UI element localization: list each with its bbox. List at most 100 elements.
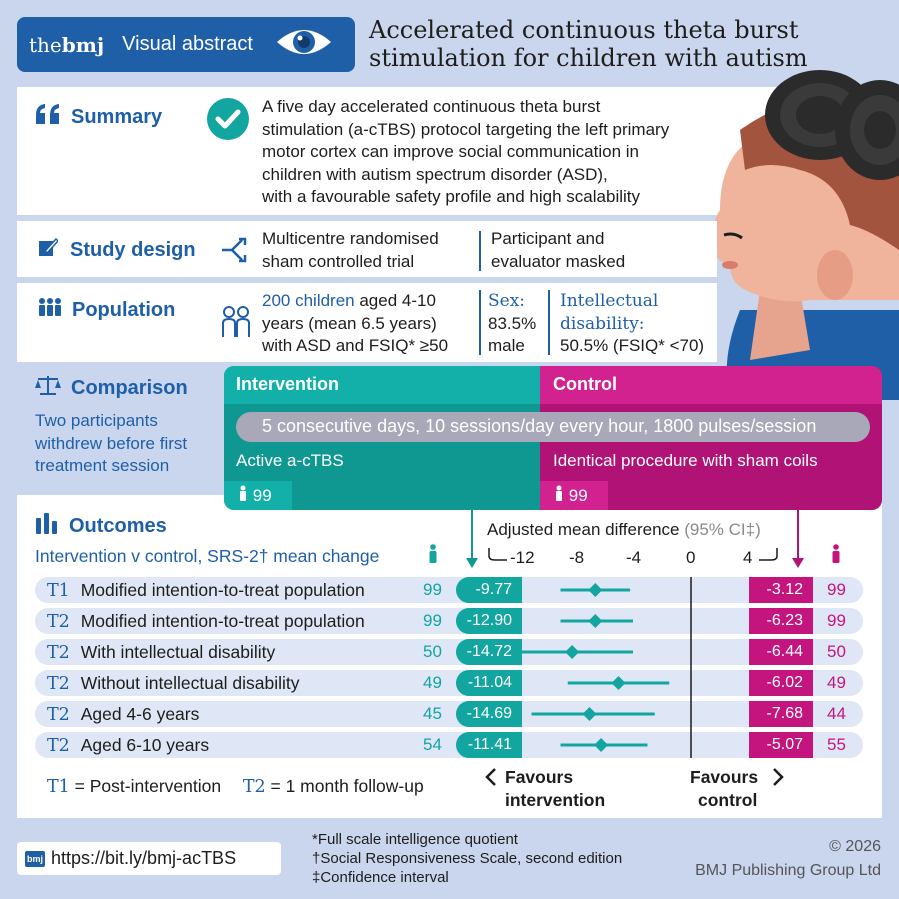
axis-bracket-left	[487, 548, 509, 567]
chevron-left-icon	[484, 767, 498, 792]
study-design-masking: Participant and evaluator masked	[491, 229, 626, 271]
control-value: -7.68	[749, 701, 813, 727]
outcomes-subheading: Intervention v control, SRS-2† mean chan…	[35, 546, 380, 566]
control-n: 55	[827, 735, 846, 754]
bmj-badge: bmj	[25, 850, 46, 867]
protocol-text: 5 consecutive days, 10 sessions/day ever…	[262, 416, 817, 436]
favours-intervention: Favours intervention	[505, 767, 606, 810]
footnotes: *Full scale intelligence quotient †Socia…	[312, 831, 623, 886]
population-intellectual-disability: Intellectual disability: 50.5% (FSIQ* <7…	[560, 291, 705, 355]
divider	[548, 290, 550, 355]
child-illustration	[690, 60, 899, 405]
control-value: -6.23	[749, 608, 813, 634]
axis-tick-label: 0	[686, 548, 696, 567]
person-icon	[428, 544, 438, 569]
control-value: -3.12	[749, 577, 813, 603]
control-n: 50	[827, 642, 846, 661]
control-n: 99	[827, 580, 846, 599]
bar-chart-icon	[35, 512, 59, 540]
point-estimate	[588, 614, 603, 628]
intervention-n: 54	[423, 735, 442, 754]
intervention-header	[224, 366, 540, 404]
outcome-row	[35, 577, 863, 603]
study-design-heading: Study design	[38, 237, 196, 263]
population-panel	[17, 283, 717, 362]
population-text: 200 children aged 4-10 years (mean 6.5 y…	[262, 291, 449, 355]
arrow-down-icon	[790, 510, 806, 575]
control-n: 49	[827, 673, 846, 692]
quote-icon	[35, 103, 61, 131]
control-value: -6.44	[749, 639, 813, 665]
protocol-pill	[236, 412, 870, 442]
intervention-value: -11.41	[456, 732, 522, 758]
outcomes-heading: Outcomes	[35, 512, 167, 540]
scales-icon	[35, 374, 61, 402]
people-icon	[38, 297, 62, 323]
divider	[479, 231, 481, 271]
two-people-icon	[220, 305, 252, 344]
axis-bracket-right	[757, 548, 779, 567]
copyright: © 2026 BMJ Publishing Group Ltd	[695, 838, 881, 879]
outcome-row	[35, 732, 863, 758]
comparison-heading: Comparison	[35, 374, 188, 402]
axis-tick-label: -4	[626, 548, 642, 567]
control-box-bottom	[540, 495, 882, 510]
axis-title: Adjusted mean difference (95% CI‡)	[487, 520, 761, 539]
population-heading: Population	[38, 297, 175, 323]
population-sex: Sex: 83.5% male	[488, 291, 537, 355]
axis-tick-label: -8	[569, 548, 585, 567]
outcome-label: T2 With intellectual disability	[47, 642, 276, 663]
outcome-label: T2 Without intellectual disability	[47, 673, 300, 694]
person-icon	[554, 485, 564, 505]
pencil-icon	[38, 237, 60, 263]
intervention-value: -14.69	[456, 701, 522, 727]
outcome-row	[35, 701, 863, 727]
page-title: Accelerated continuous theta burst stimu…	[369, 16, 808, 72]
point-estimate	[565, 645, 580, 659]
control-n-badge-bottom: 99	[540, 481, 608, 510]
intervention-value: -11.04	[456, 670, 522, 696]
comparison-note: Two participants withdrew before first t…	[35, 411, 188, 475]
outcome-row	[35, 639, 863, 665]
control-value: -5.07	[749, 732, 813, 758]
favours-control: Favours control	[690, 767, 759, 810]
outcome-label: T2 Modified intention-to-treat populatio…	[47, 611, 365, 632]
outcome-label: T2 Aged 4-6 years	[47, 704, 200, 725]
intervention-n: 99	[423, 580, 442, 599]
person-icon	[238, 485, 248, 505]
intervention-n: 45	[423, 704, 442, 723]
intervention-box-bottom	[224, 495, 540, 510]
outcome-label: T2 Aged 6-10 years	[47, 735, 210, 756]
outcome-label: T1 Modified intention-to-treat populatio…	[47, 580, 365, 601]
axis-tick-label: -12	[510, 548, 535, 567]
control-label: Control	[553, 374, 617, 394]
brand-box: the bmj Visual abstract	[17, 17, 355, 72]
divider	[479, 290, 481, 355]
outcome-row	[35, 608, 863, 634]
timepoint-legend: T1 = Post-intervention T2 = 1 month foll…	[47, 776, 424, 797]
person-icon	[831, 544, 841, 569]
intervention-n: 50	[423, 642, 442, 661]
intervention-value: -12.90	[456, 608, 522, 634]
intervention-value: -9.77	[456, 577, 522, 603]
intervention-label: Intervention	[236, 374, 340, 394]
eye-icon	[275, 22, 333, 67]
study-design-type: Multicentre randomised sham controlled t…	[262, 229, 439, 271]
study-design-panel	[17, 221, 717, 277]
point-estimate	[582, 707, 597, 721]
chevron-right-icon	[771, 767, 785, 792]
checkmark-icon	[206, 97, 250, 146]
point-estimate	[588, 583, 603, 597]
outcome-row	[35, 670, 863, 696]
summary-heading: Summary	[35, 103, 162, 131]
summary-text: A five day accelerated continuous theta …	[262, 97, 670, 206]
control-desc: Identical procedure with sham coils	[553, 451, 818, 470]
brand-bmj: bmj	[61, 32, 105, 57]
point-estimate	[611, 676, 626, 690]
url-box[interactable]: bmj https://bit.ly/bmj-acTBS	[17, 842, 281, 875]
control-value: -6.02	[749, 670, 813, 696]
intervention-n: 49	[423, 673, 442, 692]
url-link[interactable]: https://bit.ly/bmj-acTBS	[51, 848, 237, 868]
intervention-n: 99	[423, 611, 442, 630]
